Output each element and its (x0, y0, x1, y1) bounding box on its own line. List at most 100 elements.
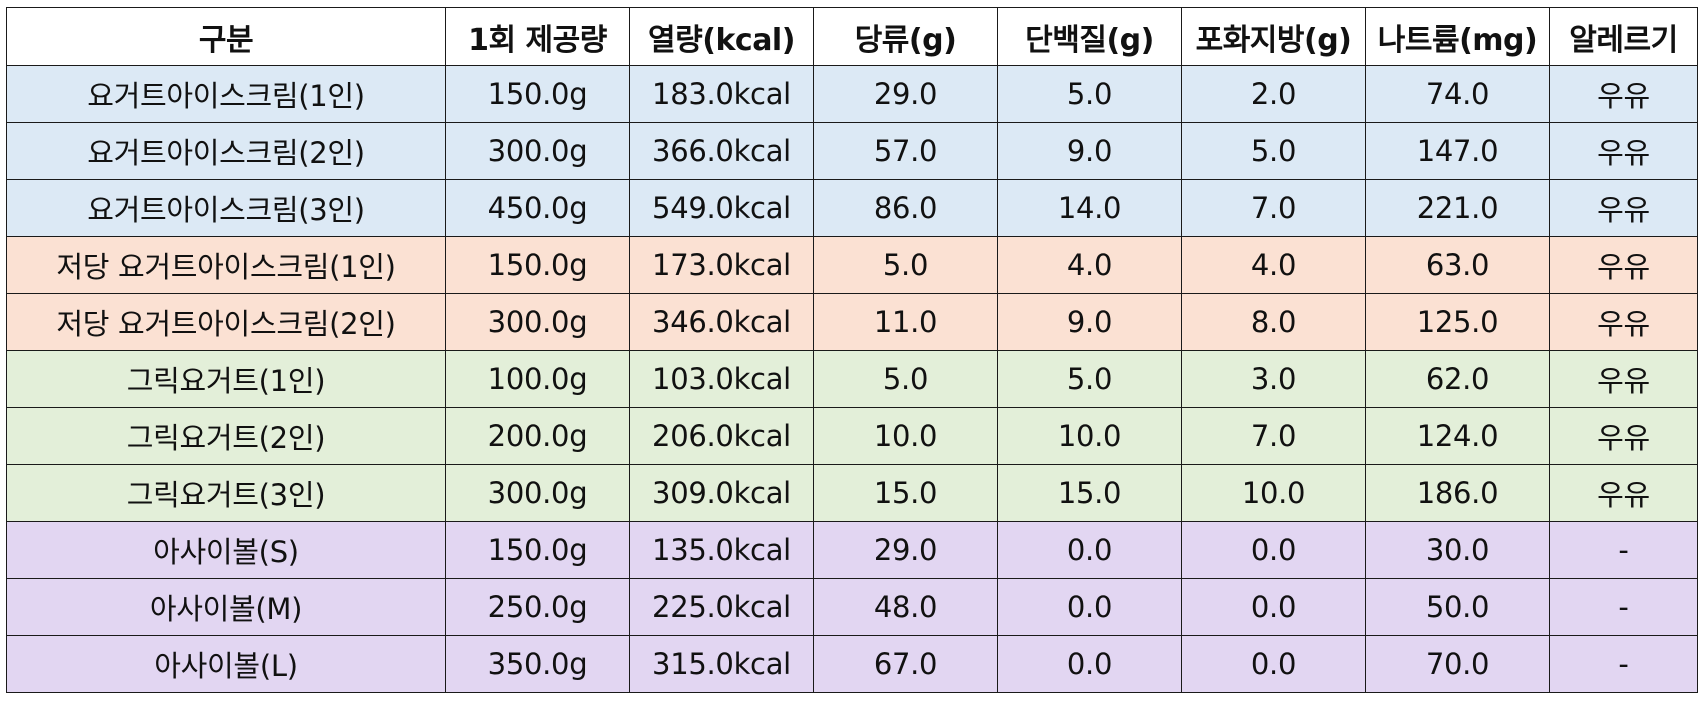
allergy-cell: - (1549, 578, 1698, 636)
calories-cell: 366.0kcal (629, 122, 814, 180)
category-cell: 그릭요거트(3인) (6, 464, 446, 522)
protein-cell: 0.0 (997, 521, 1182, 579)
sodium-cell: 186.0 (1365, 464, 1550, 522)
header-sodium: 나트륨(mg) (1365, 7, 1550, 66)
serving-size-cell: 250.0g (445, 578, 630, 636)
serving-size-cell: 300.0g (445, 293, 630, 351)
sodium-cell: 147.0 (1365, 122, 1550, 180)
sugars-cell: 57.0 (813, 122, 998, 180)
protein-cell: 0.0 (997, 578, 1182, 636)
header-serving-size: 1회 제공량 (445, 7, 630, 66)
category-cell: 저당 요거트아이스크림(1인) (6, 236, 446, 294)
serving-size-cell: 200.0g (445, 407, 630, 465)
saturated-fat-cell: 0.0 (1181, 635, 1366, 693)
sodium-cell: 74.0 (1365, 65, 1550, 123)
allergy-cell: 우유 (1549, 236, 1698, 294)
saturated-fat-cell: 0.0 (1181, 578, 1366, 636)
protein-cell: 0.0 (997, 635, 1182, 693)
table-body: 요거트아이스크림(1인) 150.0g 183.0kcal 29.0 5.0 2.0 74.… (6, 65, 1698, 693)
calories-cell: 346.0kcal (629, 293, 814, 351)
category-cell: 그릭요거트(1인) (6, 350, 446, 408)
protein-cell: 5.0 (997, 350, 1182, 408)
calories-cell: 549.0kcal (629, 179, 814, 237)
sodium-cell: 63.0 (1365, 236, 1550, 294)
calories-cell: 183.0kcal (629, 65, 814, 123)
sodium-cell: 125.0 (1365, 293, 1550, 351)
saturated-fat-cell: 4.0 (1181, 236, 1366, 294)
protein-cell: 5.0 (997, 65, 1182, 123)
sugars-cell: 29.0 (813, 521, 998, 579)
calories-cell: 206.0kcal (629, 407, 814, 465)
sugars-cell: 5.0 (813, 236, 998, 294)
serving-size-cell: 150.0g (445, 65, 630, 123)
sodium-cell: 50.0 (1365, 578, 1550, 636)
table-row: 아사이볼(L) 350.0g 315.0kcal 67.0 0.0 0.0 70.0- (6, 635, 1698, 693)
category-cell: 아사이볼(L) (6, 635, 446, 693)
category-cell: 요거트아이스크림(3인) (6, 179, 446, 237)
header-protein: 단백질(g) (997, 7, 1182, 66)
sugars-cell: 11.0 (813, 293, 998, 351)
saturated-fat-cell: 3.0 (1181, 350, 1366, 408)
category-cell: 그릭요거트(2인) (6, 407, 446, 465)
sugars-cell: 15.0 (813, 464, 998, 522)
header-sugars: 당류(g) (813, 7, 998, 66)
serving-size-cell: 150.0g (445, 521, 630, 579)
category-cell: 저당 요거트아이스크림(2인) (6, 293, 446, 351)
calories-cell: 135.0kcal (629, 521, 814, 579)
nutrition-table-container: 구분 1회 제공량 열량(kcal) 당류(g) 단백질(g) 포화지방(g) … (6, 7, 1698, 693)
table-row: 요거트아이스크림(1인) 150.0g 183.0kcal 29.0 5.0 2.0 74.… (6, 65, 1698, 123)
saturated-fat-cell: 7.0 (1181, 407, 1366, 465)
protein-cell: 4.0 (997, 236, 1182, 294)
header-allergy: 알레르기 (1549, 7, 1698, 66)
sugars-cell: 5.0 (813, 350, 998, 408)
protein-cell: 9.0 (997, 122, 1182, 180)
table-row: 그릭요거트(1인) 100.0g 103.0kcal 5.0 5.0 3.0 62.0 우유 (6, 350, 1698, 408)
serving-size-cell: 150.0g (445, 236, 630, 294)
table-row: 저당 요거트아이스크림(1인) 150.0g 173.0kcal 5.0 4.0 4.0 6… (6, 236, 1698, 294)
header-category: 구분 (6, 7, 446, 66)
allergy-cell: - (1549, 635, 1698, 693)
protein-cell: 15.0 (997, 464, 1182, 522)
allergy-cell: 우유 (1549, 350, 1698, 408)
calories-cell: 173.0kcal (629, 236, 814, 294)
table-row: 아사이볼(S) 150.0g 135.0kcal 29.0 0.0 0.0 30.0- (6, 521, 1698, 579)
sugars-cell: 29.0 (813, 65, 998, 123)
table-row: 아사이볼(M) 250.0g 225.0kcal 48.0 0.0 0.0 50.0- (6, 578, 1698, 636)
table-row: 그릭요거트(3인) 300.0g 309.0kcal 15.0 15.0 10.0 186.… (6, 464, 1698, 522)
sodium-cell: 62.0 (1365, 350, 1550, 408)
saturated-fat-cell: 0.0 (1181, 521, 1366, 579)
sugars-cell: 67.0 (813, 635, 998, 693)
calories-cell: 225.0kcal (629, 578, 814, 636)
allergy-cell: 우유 (1549, 464, 1698, 522)
allergy-cell: 우유 (1549, 65, 1698, 123)
calories-cell: 103.0kcal (629, 350, 814, 408)
nutrition-table: 구분 1회 제공량 열량(kcal) 당류(g) 단백질(g) 포화지방(g) … (6, 7, 1698, 693)
allergy-cell: 우유 (1549, 122, 1698, 180)
header-calories: 열량(kcal) (629, 7, 814, 66)
sugars-cell: 10.0 (813, 407, 998, 465)
protein-cell: 9.0 (997, 293, 1182, 351)
header-saturated-fat: 포화지방(g) (1181, 7, 1366, 66)
serving-size-cell: 350.0g (445, 635, 630, 693)
allergy-cell: 우유 (1549, 179, 1698, 237)
calories-cell: 315.0kcal (629, 635, 814, 693)
protein-cell: 10.0 (997, 407, 1182, 465)
category-cell: 아사이볼(S) (6, 521, 446, 579)
saturated-fat-cell: 10.0 (1181, 464, 1366, 522)
allergy-cell: 우유 (1549, 407, 1698, 465)
sodium-cell: 30.0 (1365, 521, 1550, 579)
sodium-cell: 70.0 (1365, 635, 1550, 693)
saturated-fat-cell: 7.0 (1181, 179, 1366, 237)
allergy-cell: - (1549, 521, 1698, 579)
table-row: 그릭요거트(2인) 200.0g 206.0kcal 10.0 10.0 7.0 124.0… (6, 407, 1698, 465)
table-row: 저당 요거트아이스크림(2인) 300.0g 346.0kcal 11.0 9.0 8.0… (6, 293, 1698, 351)
saturated-fat-cell: 8.0 (1181, 293, 1366, 351)
sugars-cell: 48.0 (813, 578, 998, 636)
saturated-fat-cell: 5.0 (1181, 122, 1366, 180)
allergy-cell: 우유 (1549, 293, 1698, 351)
table-row: 요거트아이스크림(3인) 450.0g 549.0kcal 86.0 14.0 7.0 22… (6, 179, 1698, 237)
serving-size-cell: 450.0g (445, 179, 630, 237)
calories-cell: 309.0kcal (629, 464, 814, 522)
protein-cell: 14.0 (997, 179, 1182, 237)
serving-size-cell: 100.0g (445, 350, 630, 408)
